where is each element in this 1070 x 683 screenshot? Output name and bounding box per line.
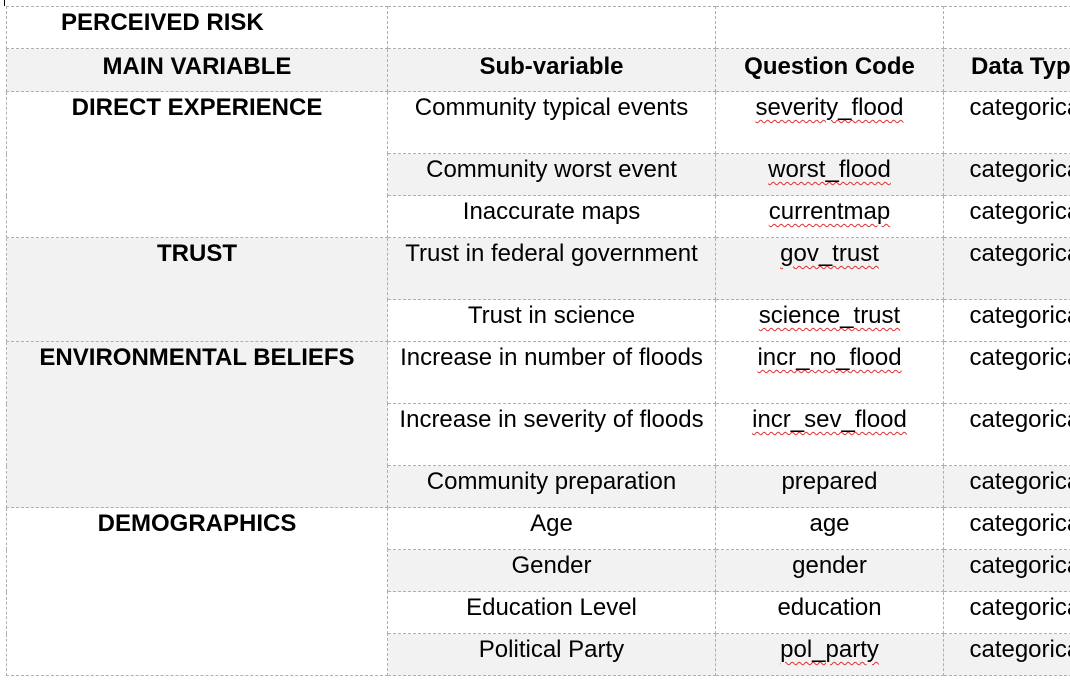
question-code: worst_flood <box>768 156 891 183</box>
sub-variable-cell: Community typical events <box>387 91 716 154</box>
sub-variable-cell: Trust in federal government <box>387 237 716 300</box>
sub-variable-cell: Inaccurate maps <box>387 195 716 238</box>
data-type-cell: categorical <box>943 341 1070 404</box>
table-title-row: PERCEIVED RISK <box>6 6 1070 49</box>
header-main-variable: MAIN VARIABLE <box>6 48 388 92</box>
question-code-cell: incr_no_flood <box>715 341 944 404</box>
table-row: Political Party pol_party categorical <box>7 633 1070 676</box>
data-type-cell: categorical <box>943 91 1070 154</box>
question-code: incr_no_flood <box>757 344 902 371</box>
sub-variable-cell: Increase in number of floods <box>387 341 716 404</box>
table-row: DIRECT EXPERIENCE Community typical even… <box>6 91 1070 238</box>
data-type-cell: categorical <box>943 403 1070 466</box>
question-code-cell: gov_trust <box>715 237 944 300</box>
header-question-code: Question Code <box>715 48 944 92</box>
data-type-cell: categorical <box>943 507 1070 550</box>
group-label-demographics: DEMOGRAPHICS <box>6 507 388 676</box>
header-data-type: Data Type <box>943 48 1070 92</box>
sub-variable-cell: Gender <box>387 549 716 592</box>
empty-cell <box>943 6 1070 49</box>
document-corner-mark <box>4 0 5 6</box>
table-row: ENVIRONMENTAL BELIEFS Increase in number… <box>6 341 1070 508</box>
sub-variable-cell: Trust in science <box>387 299 716 342</box>
perceived-risk-table: PERCEIVED RISK MAIN VARIABLE Sub-variabl… <box>6 6 1070 676</box>
question-code: incr_sev_flood <box>752 406 907 433</box>
sub-variable-cell: Education Level <box>387 591 716 634</box>
question-code-cell: pol_party <box>715 633 944 676</box>
question-code-cell: incr_sev_flood <box>715 403 944 466</box>
question-code-cell: prepared <box>715 465 944 508</box>
data-type-cell: categorical <box>943 237 1070 300</box>
sub-variable-cell: Community preparation <box>387 465 716 508</box>
table-row: DEMOGRAPHICS Age age categorical <box>6 507 1070 676</box>
table-row: Trust in science science_trust categoric… <box>7 299 1070 342</box>
data-type-cell: categorical <box>943 591 1070 634</box>
data-type-cell: categorical <box>943 153 1070 196</box>
table-row: Increase in severity of floods incr_sev_… <box>7 403 1070 466</box>
group-label-trust: TRUST <box>6 237 388 342</box>
question-code-cell: severity_flood <box>715 91 944 154</box>
question-code: gov_trust <box>780 240 879 267</box>
header-data-type-label: Data Type <box>971 53 1070 80</box>
question-code: pol_party <box>780 636 879 663</box>
table-row: Community preparation prepared categoric… <box>7 465 1070 508</box>
question-code-cell: worst_flood <box>715 153 944 196</box>
table-row: TRUST Trust in federal government gov_tr… <box>6 237 1070 342</box>
data-type-cell: categorical <box>943 195 1070 238</box>
question-code-cell: science_trust <box>715 299 944 342</box>
sub-variable-cell: Age <box>387 507 716 550</box>
question-code-cell: age <box>715 507 944 550</box>
data-type-cell: categorical <box>943 633 1070 676</box>
sub-variable-cell: Political Party <box>387 633 716 676</box>
header-sub-variable-label: Sub-variable <box>479 53 624 80</box>
question-code-cell: gender <box>715 549 944 592</box>
header-question-code-label: Question Code <box>744 53 915 80</box>
sub-variable-cell: Community worst event <box>387 153 716 196</box>
table-row: Education Level education categorical <box>7 591 1070 634</box>
data-type-cell: categorical <box>943 549 1070 592</box>
header-sub-variable: Sub-variable <box>387 48 716 92</box>
question-code: science_trust <box>758 302 901 329</box>
sub-variable-cell: Increase in severity of floods <box>387 403 716 466</box>
table-title: PERCEIVED RISK <box>6 6 388 49</box>
question-code: currentmap <box>768 198 891 225</box>
question-code-cell: currentmap <box>715 195 944 238</box>
data-type-cell: categorical <box>943 465 1070 508</box>
table-row: Gender gender categorical <box>7 549 1070 592</box>
header-main-variable-label: MAIN VARIABLE <box>102 53 292 80</box>
group-label-direct-experience: DIRECT EXPERIENCE <box>6 91 388 238</box>
table-header-row: MAIN VARIABLE Sub-variable Question Code… <box>6 48 1070 92</box>
empty-cell <box>387 6 716 49</box>
data-type-cell: categorical <box>943 299 1070 342</box>
table-row: Community worst event worst_flood catego… <box>7 153 1070 196</box>
question-code-cell: education <box>715 591 944 634</box>
empty-cell <box>715 6 944 49</box>
question-code: severity_flood <box>755 94 904 121</box>
group-label-environmental-beliefs: ENVIRONMENTAL BELIEFS <box>6 341 388 508</box>
